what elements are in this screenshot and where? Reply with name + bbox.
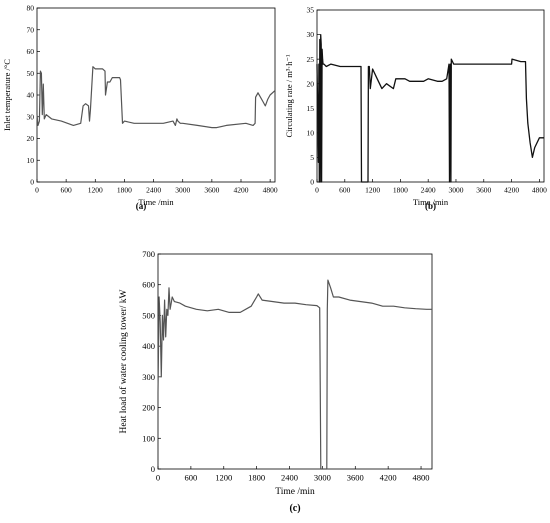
y-tick-label: 200 (142, 403, 155, 413)
y-tick-label: 0 (310, 178, 314, 187)
x-tick-label: 1800 (393, 186, 408, 195)
y-tick-label: 20 (307, 79, 315, 88)
y-tick-label: 80 (27, 4, 35, 13)
y-tick-label: 600 (142, 280, 155, 290)
x-tick-label: 2400 (281, 473, 298, 483)
y-tick-label: 10 (307, 128, 315, 137)
chart-panel-b: 0 600 1200 1800 2400 3000 3600 4200 4800 0 5 10 15 20… (284, 6, 547, 211)
data-line (36, 66, 276, 129)
y-tick-label: 5 (310, 153, 314, 162)
x-tick-label: 4200 (380, 473, 397, 483)
data-line (157, 279, 432, 470)
x-tick-label: 4800 (263, 186, 278, 195)
y-tick-label: 0 (30, 178, 34, 187)
x-tick-label: 4200 (234, 186, 249, 195)
x-tick-label: 3600 (476, 186, 491, 195)
chart-panel-a: 0 600 1200 1800 2400 3000 3600 4200 4800 0 10 20 30 4… (2, 4, 278, 211)
y-axis-label: Heat load of water cooling tower/ kW (118, 289, 129, 433)
x-tick-label: 4200 (504, 186, 519, 195)
x-tick-label: 2400 (421, 186, 436, 195)
x-axis-label: Time /min (138, 197, 174, 207)
x-tick-label: 0 (156, 473, 160, 483)
x-tick-label: 1200 (365, 186, 380, 195)
x-tick-label: 600 (61, 186, 73, 195)
y-tick-label: 30 (307, 30, 315, 39)
x-axis-label: Time /min (413, 197, 449, 207)
y-axis-label: Circulating rate / m³·h⁻¹ (284, 54, 294, 137)
y-tick-label: 300 (142, 372, 155, 382)
x-tick-label: 1800 (248, 473, 265, 483)
panel-label: (a) (136, 201, 147, 211)
x-tick-label: 4800 (413, 473, 430, 483)
plot-frame (157, 253, 433, 470)
x-tick-label: 4800 (532, 186, 547, 195)
y-tick-label: 0 (151, 464, 155, 474)
y-tick-label: 50 (27, 69, 35, 78)
data-line (316, 33, 544, 183)
plot-frame (36, 7, 276, 183)
x-tick-label: 1200 (88, 186, 103, 195)
x-tick-label: 3600 (347, 473, 364, 483)
panel-label: (c) (289, 503, 300, 514)
y-tick-label: 500 (142, 310, 155, 320)
y-tick-label: 30 (27, 112, 35, 121)
x-axis-label: Time /min (275, 487, 315, 497)
y-tick-label: 10 (27, 156, 35, 165)
x-tick-label: 3000 (448, 186, 463, 195)
x-tick-label: 3000 (314, 473, 331, 483)
x-tick-label: 3000 (175, 186, 190, 195)
x-tick-label: 0 (315, 186, 319, 195)
y-tick-label: 60 (27, 47, 35, 56)
y-tick-label: 15 (307, 104, 315, 113)
y-tick-label: 400 (142, 341, 155, 351)
x-tick-label: 600 (339, 186, 351, 195)
x-tick-label: 1200 (215, 473, 232, 483)
x-tick-label: 1800 (117, 186, 132, 195)
y-tick-label: 40 (27, 91, 35, 100)
x-tick-label: 600 (185, 473, 198, 483)
panel-label: (b) (425, 201, 436, 211)
y-tick-label: 700 (142, 249, 155, 259)
chart-panel-c: 0 600 1200 1800 2400 3000 3600 4200 4800 0 100 200 3… (118, 249, 433, 514)
x-tick-label: 2400 (146, 186, 161, 195)
y-axis-label: Inlet temperature /°C (2, 59, 12, 131)
x-tick-label: 0 (35, 186, 39, 195)
plot-frame (316, 9, 545, 183)
y-tick-label: 100 (142, 433, 155, 443)
y-tick-label: 70 (27, 25, 35, 34)
y-tick-label: 25 (307, 55, 315, 64)
y-tick-label: 35 (307, 6, 315, 15)
x-tick-label: 3600 (204, 186, 219, 195)
y-tick-label: 20 (27, 134, 35, 143)
